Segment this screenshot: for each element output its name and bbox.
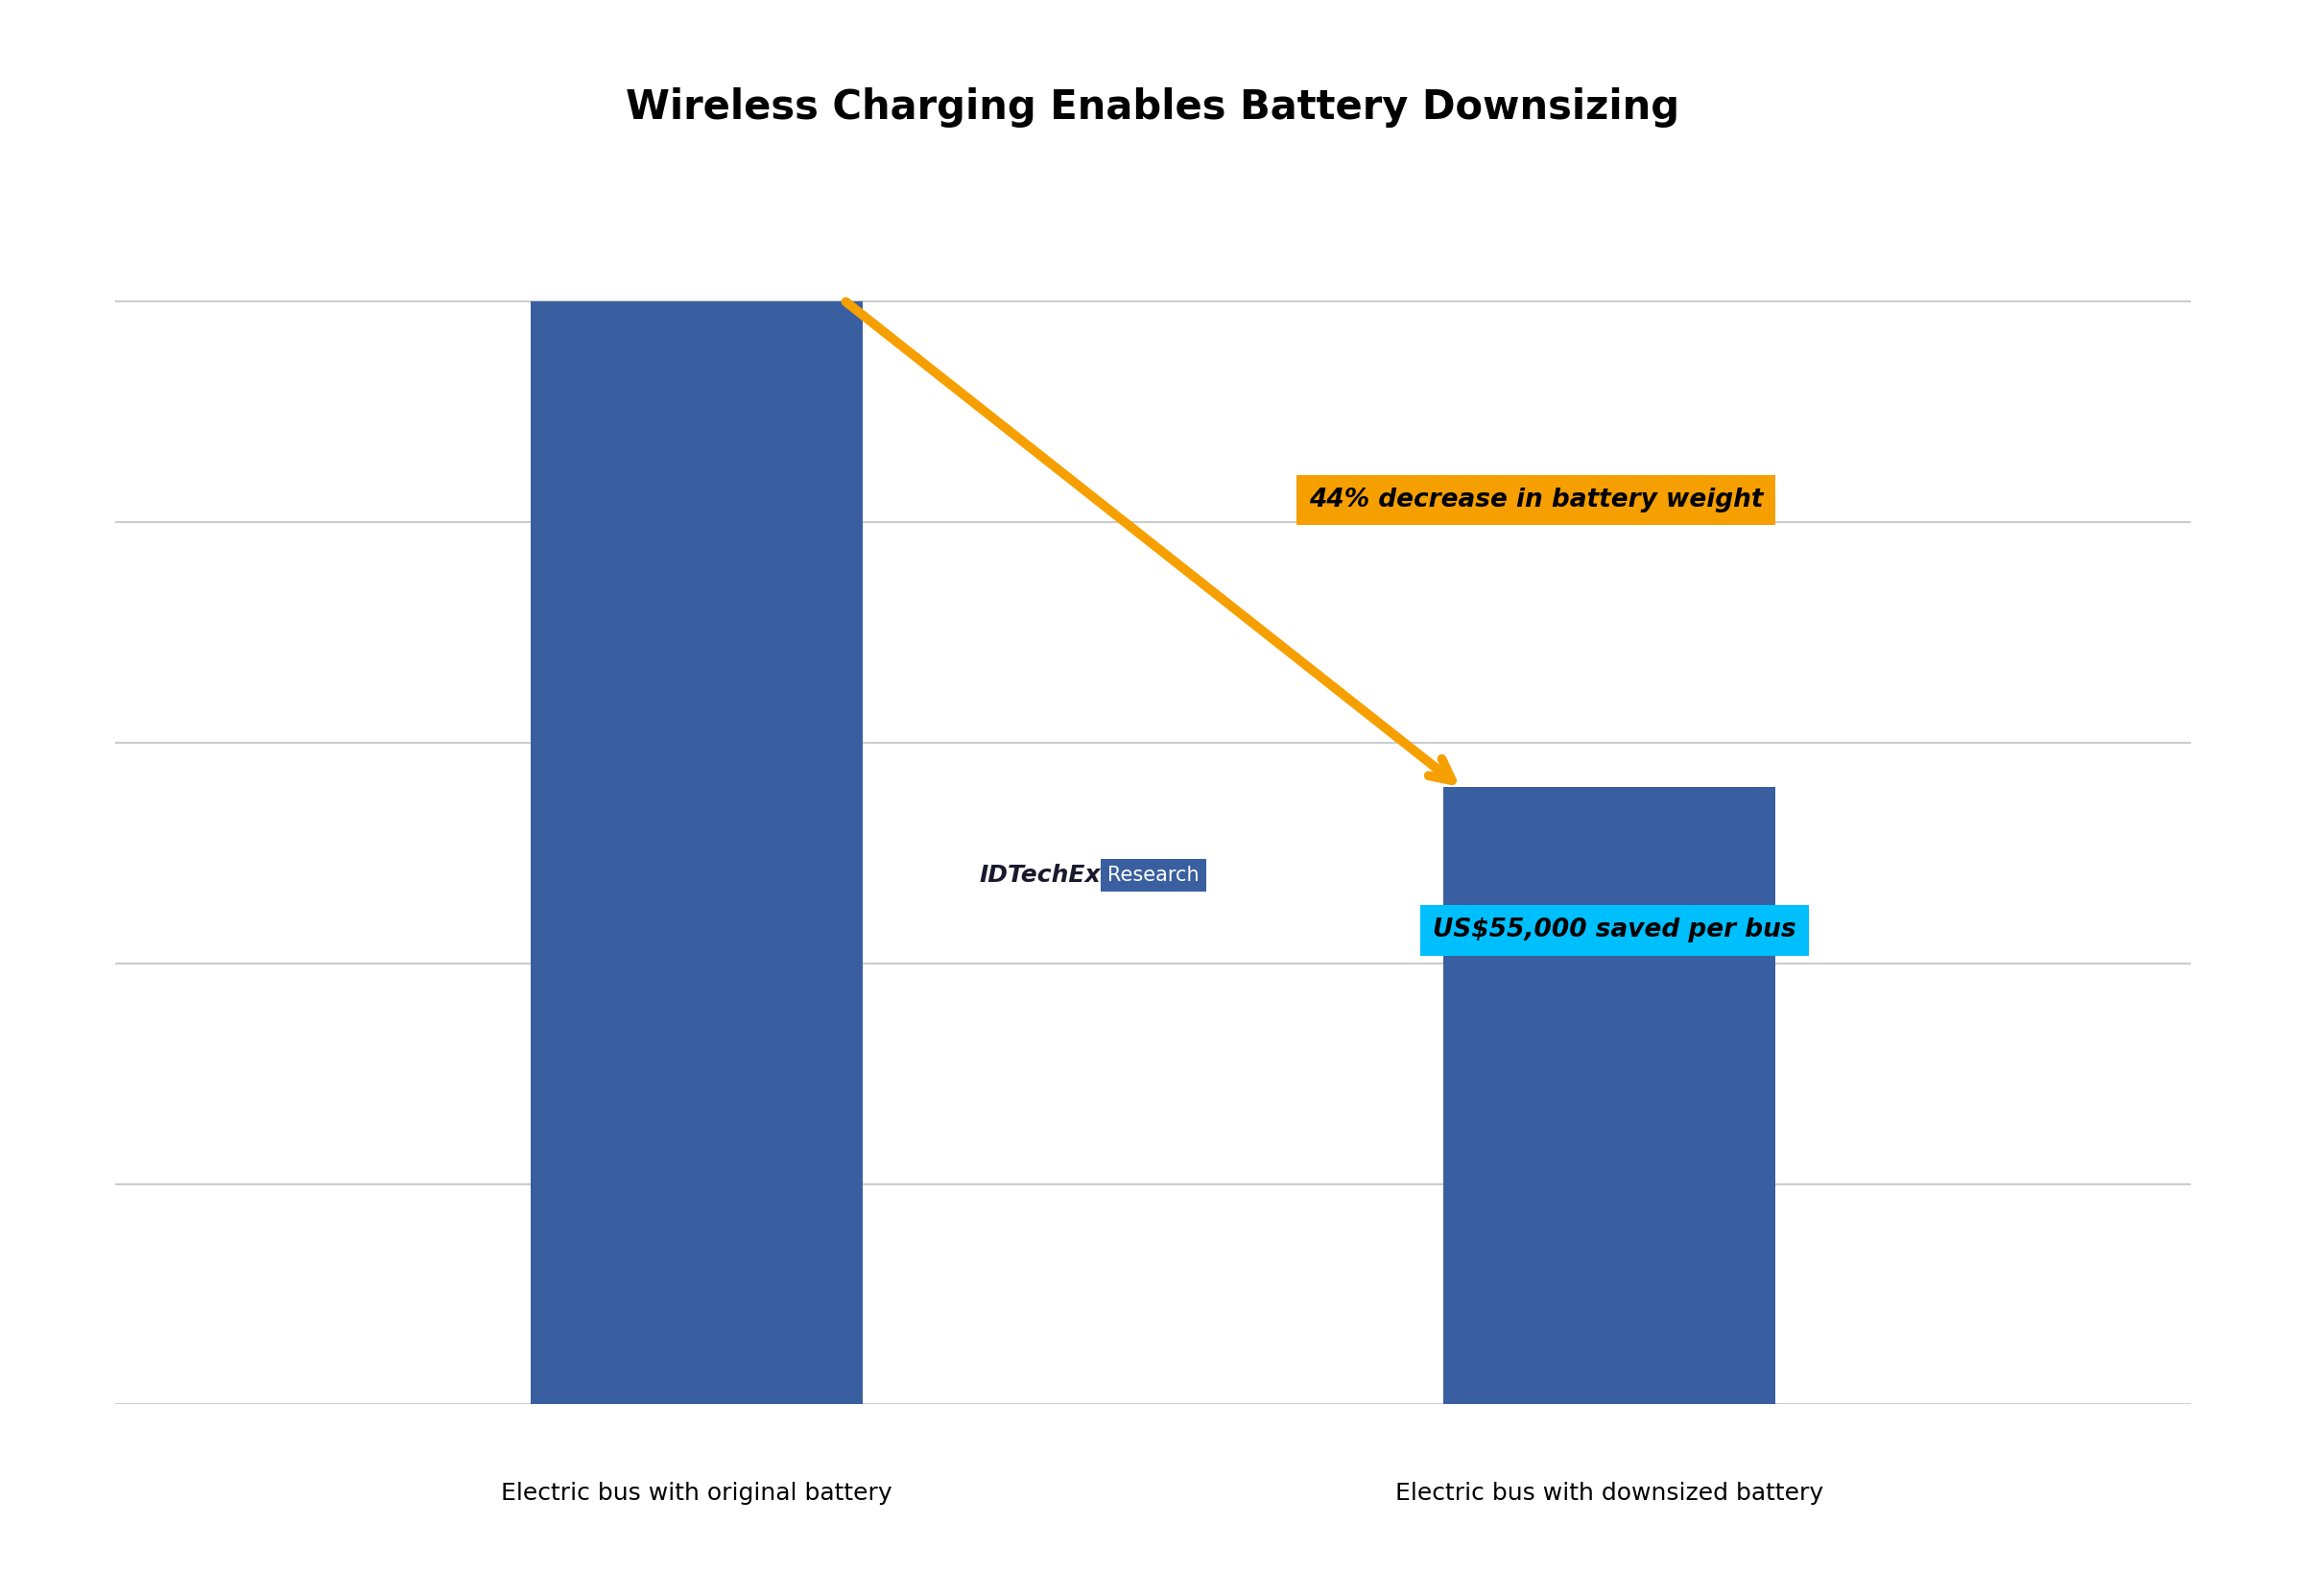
FancyArrowPatch shape: [846, 302, 1453, 780]
Text: Research: Research: [1107, 865, 1199, 884]
Bar: [1444, 787, 1776, 1404]
Text: Wireless Charging Enables Battery Downsizing: Wireless Charging Enables Battery Downsi…: [627, 88, 1679, 128]
Text: IDTechEx: IDTechEx: [980, 863, 1102, 887]
Text: Electric bus with original battery: Electric bus with original battery: [500, 1481, 892, 1505]
Bar: [530, 302, 862, 1404]
Text: 44% decrease in battery weight: 44% decrease in battery weight: [1310, 488, 1764, 512]
Text: Electric bus with downsized battery: Electric bus with downsized battery: [1395, 1481, 1824, 1505]
Text: US$55,000 saved per bus: US$55,000 saved per bus: [1434, 918, 1796, 943]
